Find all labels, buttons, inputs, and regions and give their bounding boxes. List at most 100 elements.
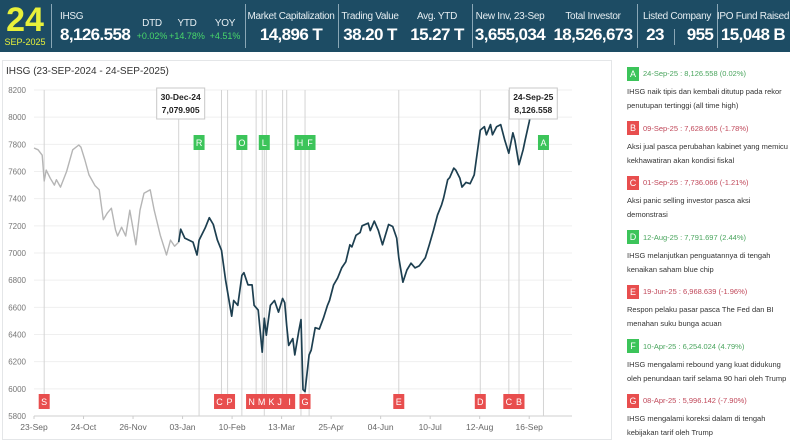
divider bbox=[338, 4, 339, 48]
x-tick-label: 26-Nov bbox=[119, 422, 147, 432]
event-headline: 09-Sep-25 : 7,628.605 (-1.78%) bbox=[643, 123, 749, 133]
event-description: Aksi panic selling investor pasca aksi d… bbox=[627, 196, 751, 219]
dtd-label: DTD bbox=[142, 18, 162, 29]
event-marker-A bbox=[537, 135, 549, 150]
event-item: A 24-Sep-25 : 8,126.558 (0.02%) IHSG naik … bbox=[627, 65, 787, 113]
y-tick-label: 6000 bbox=[8, 385, 26, 394]
x-tick-label: 10-Jul bbox=[419, 422, 442, 432]
event-description: IHSG mengalami koreksi dalam di tengah k… bbox=[627, 414, 766, 437]
event-marker-B bbox=[513, 394, 525, 409]
divider bbox=[674, 29, 675, 45]
trading-value-label: Trading Value bbox=[341, 11, 399, 22]
divider bbox=[472, 4, 473, 48]
listed-company-ipo-count: 23 bbox=[646, 25, 664, 44]
event-description: Respon pelaku pasar pasca The Fed dan BI… bbox=[627, 305, 774, 328]
divider bbox=[245, 4, 246, 48]
x-tick-label: 23-Sep bbox=[20, 422, 48, 432]
dtd-value: +0.02% bbox=[136, 31, 168, 41]
yoy-label: YOY bbox=[214, 18, 236, 29]
event-badge: G bbox=[627, 393, 639, 408]
event-marker-label: K bbox=[269, 397, 275, 407]
event-marker-label: L bbox=[262, 138, 267, 148]
x-tick-label: 04-Jun bbox=[368, 422, 394, 432]
event-headline: 24-Sep-25 : 8,126.558 (0.02%) bbox=[643, 69, 746, 79]
ipo-fund-value: 15,048 B bbox=[720, 25, 786, 44]
date-day: 24 bbox=[6, 1, 44, 39]
x-tick-label: 12-Aug bbox=[466, 422, 494, 432]
event-item: G 08-Apr-25 : 5,996.142 (-7.90%) IHSG meng… bbox=[627, 392, 787, 440]
ihsg-label: IHSG bbox=[60, 11, 84, 22]
y-tick-label: 7200 bbox=[8, 222, 26, 231]
event-marker-J bbox=[274, 394, 286, 409]
event-badge: F bbox=[627, 339, 639, 354]
x-tick-label: 16-Sep bbox=[515, 422, 543, 432]
y-tick-label: 8200 bbox=[8, 86, 26, 95]
event-description: IHSG mengalami rebound yang kuat didukun… bbox=[627, 359, 787, 383]
chart-panel bbox=[2, 60, 612, 440]
event-marker-label: R bbox=[196, 138, 203, 148]
ipo-fund-label: IPO Fund Raised bbox=[716, 11, 790, 22]
date-month-year: SEP-2025 bbox=[4, 37, 46, 47]
total-investor-label: Total Investor bbox=[565, 11, 621, 22]
event-marker-H bbox=[294, 135, 306, 150]
total-investor-value: 18,526,673 bbox=[553, 25, 633, 44]
event-badge: C bbox=[627, 175, 639, 190]
event-marker-label: B bbox=[516, 397, 522, 407]
y-tick-label: 5800 bbox=[8, 412, 26, 421]
event-marker-label: C bbox=[216, 397, 223, 407]
event-marker-G bbox=[299, 394, 311, 409]
avg-ytd-value: 15.27 T bbox=[410, 25, 464, 44]
ytd-label: YTD bbox=[177, 18, 197, 29]
event-marker-label: I bbox=[288, 397, 291, 407]
event-headline: 12-Aug-25 : 7,791.697 (2.44%) bbox=[643, 232, 746, 242]
event-headline: 10-Apr-25 : 6,254.024 (4.79%) bbox=[643, 341, 745, 351]
new-investor-value: 3,655,034 bbox=[474, 25, 546, 44]
event-marker-F bbox=[304, 135, 316, 150]
ihsg-value: 8,126.558 bbox=[60, 25, 131, 44]
event-marker-E bbox=[393, 394, 405, 409]
divider bbox=[717, 4, 718, 48]
event-marker-label: G bbox=[302, 397, 309, 407]
y-tick-label: 6600 bbox=[8, 303, 26, 312]
y-tick-label: 7400 bbox=[8, 195, 26, 204]
y-tick-label: 6400 bbox=[8, 331, 26, 340]
listed-company-label: Listed Company bbox=[642, 11, 712, 22]
event-marker-label: F bbox=[307, 138, 313, 148]
event-description: IHSG melanjutkan penguatannya di tengah … bbox=[627, 250, 771, 274]
x-tick-label: 03-Jan bbox=[170, 422, 196, 432]
y-tick-label: 6800 bbox=[8, 276, 26, 285]
callout-box bbox=[156, 87, 206, 120]
event-marker-label: A bbox=[540, 138, 546, 148]
y-tick-label: 7000 bbox=[8, 249, 26, 258]
chart-title: IHSG (23-SEP-2024 - 24-SEP-2025) bbox=[6, 66, 169, 77]
event-marker-label: M bbox=[258, 397, 266, 407]
event-headline: 08-Apr-25 : 5,996.142 (-7.90%) bbox=[643, 396, 747, 406]
event-badge: E bbox=[627, 284, 639, 299]
stats-header: 24 SEP-2025 IHSG 8,126.558 DTD +0.02% YT… bbox=[0, 0, 790, 52]
market-cap-label: Market Capitalization bbox=[247, 11, 335, 22]
new-investor-label: New Inv, 23-Sep bbox=[475, 11, 545, 22]
event-marker-P bbox=[224, 394, 236, 409]
ytd-value: +14.78% bbox=[169, 31, 205, 41]
event-marker-label: S bbox=[41, 397, 47, 407]
event-marker-M bbox=[256, 394, 268, 409]
event-marker-label: J bbox=[277, 397, 282, 407]
event-marker-D bbox=[474, 394, 486, 409]
event-marker-L bbox=[258, 135, 270, 150]
event-description: IHSG naik tipis dan kembali ditutup pada… bbox=[627, 87, 782, 110]
event-marker-label: P bbox=[227, 397, 233, 407]
ihsg-line-chart: 5800 6000 6200 6400 6600 6800 7000 7200 7400 7600… bbox=[8, 86, 572, 432]
event-marker-C bbox=[214, 394, 226, 409]
event-item: E 19-Jun-25 : 6,968.639 (-1.96%) Respon pe… bbox=[627, 283, 787, 331]
event-item: B 09-Sep-25 : 7,628.605 (-1.78%) Aksi jual… bbox=[627, 120, 788, 168]
x-tick-label: 10-Feb bbox=[219, 422, 246, 432]
yoy-value: +4.51% bbox=[209, 31, 241, 41]
y-tick-label: 6200 bbox=[8, 358, 26, 367]
event-marker-label: C bbox=[506, 397, 513, 407]
x-tick-label: 25-Apr bbox=[318, 422, 344, 432]
callout-date: 24-Sep-25 bbox=[513, 92, 553, 102]
divider bbox=[51, 4, 52, 48]
event-badge: D bbox=[627, 230, 639, 245]
event-marker-label: O bbox=[238, 138, 245, 148]
listed-company-total: 955 bbox=[686, 25, 714, 44]
